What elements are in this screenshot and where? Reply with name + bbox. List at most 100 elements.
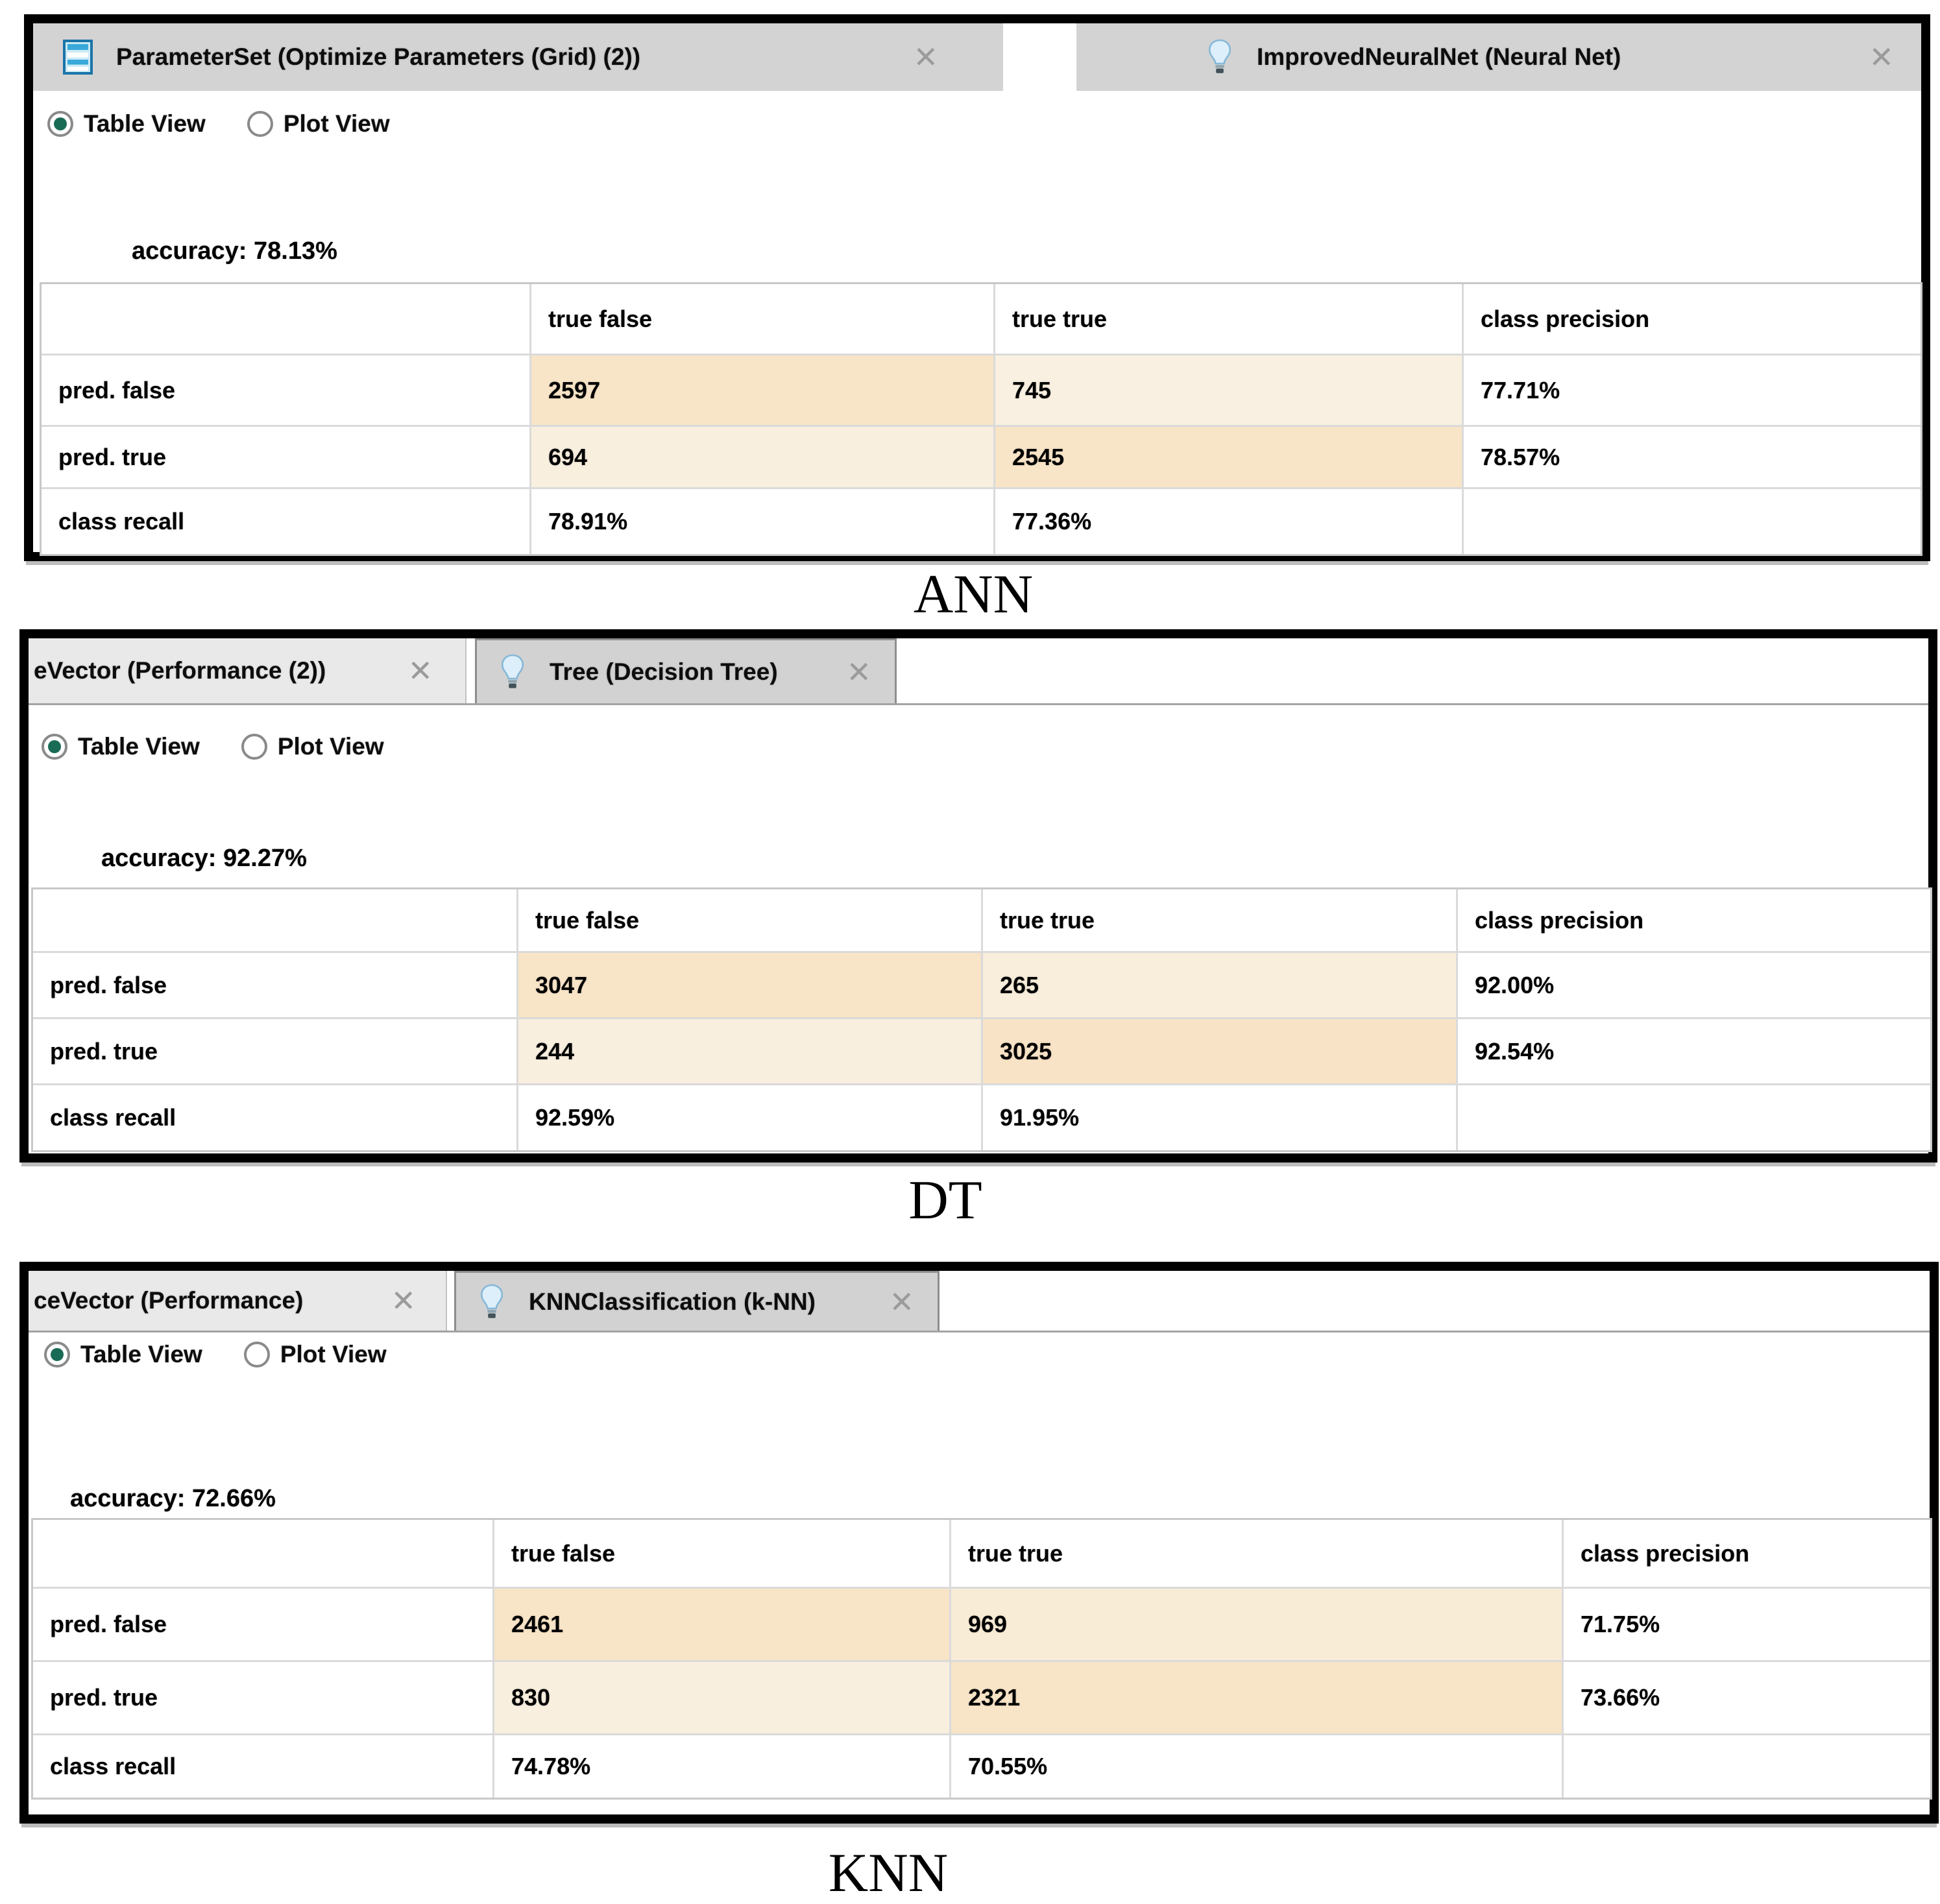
tab-parameterset[interactable]: ParameterSet (Optimize Parameters (Grid)… — [33, 23, 1003, 91]
col-header-class-precision: class precision — [1464, 284, 1921, 355]
plot-view-radio[interactable] — [247, 111, 273, 137]
confusion-cell: 2461 — [494, 1589, 951, 1662]
table-view-radio[interactable] — [44, 1342, 70, 1368]
tab-label: KNNClassification (k-NN) — [529, 1288, 816, 1315]
plot-view-label: Plot View — [277, 733, 384, 760]
confusion-matrix: true false true true class precision pre… — [31, 1518, 1932, 1800]
confusion-cell: 3047 — [518, 953, 983, 1019]
table-view-label: Table View — [78, 733, 200, 760]
tab-knn-classification[interactable]: KNNClassification (k-NN) ✕ — [454, 1271, 940, 1331]
col-header-true-true: true true — [983, 889, 1458, 953]
row-header-class-recall: class recall — [33, 1735, 494, 1798]
tab-label: ceVector (Performance) — [34, 1287, 304, 1314]
precision-cell: 73.66% — [1564, 1662, 1930, 1735]
row-header-pred-false: pred. false — [42, 355, 531, 427]
recall-cell: 74.78% — [494, 1735, 951, 1798]
recall-cell: 78.91% — [531, 489, 995, 554]
confusion-cell: 745 — [995, 355, 1464, 427]
col-header-class-precision: class precision — [1564, 1520, 1930, 1589]
ann-caption: ANN — [913, 564, 1034, 625]
tab-performance-vector[interactable]: eVector (Performance (2)) ✕ — [29, 638, 467, 703]
corner-cell — [42, 284, 531, 355]
row-header-pred-false: pred. false — [33, 953, 518, 1019]
confusion-matrix: true false true true class precision pre… — [31, 887, 1932, 1152]
row-header-pred-true: pred. true — [33, 1662, 494, 1735]
col-header-true-false: true false — [494, 1520, 951, 1589]
accuracy-label: accuracy: 78.13% — [132, 237, 337, 265]
tab-decision-tree[interactable]: Tree (Decision Tree) ✕ — [475, 638, 897, 703]
plot-view-label: Plot View — [280, 1341, 387, 1368]
plot-view-radio[interactable] — [243, 1342, 270, 1368]
close-icon[interactable]: ✕ — [889, 1284, 914, 1319]
precision-cell: 71.75% — [1564, 1589, 1930, 1662]
radio-dot — [51, 1348, 64, 1361]
col-header-true-false: true false — [518, 889, 983, 953]
radio-dot — [48, 740, 61, 753]
confusion-cell: 830 — [494, 1662, 951, 1735]
precision-cell: 92.00% — [1458, 953, 1930, 1019]
tab-bar: ceVector (Performance) ✕ KNNClassificati… — [29, 1271, 1930, 1332]
knn-caption: KNN — [828, 1842, 949, 1903]
accuracy-label: accuracy: 92.27% — [101, 845, 307, 872]
view-toggle: Table View Plot View — [47, 110, 431, 138]
col-header-true-true: true true — [995, 284, 1464, 355]
col-header-class-precision: class precision — [1458, 889, 1930, 953]
view-toggle: Table View Plot View — [44, 1341, 428, 1368]
confusion-cell: 2321 — [951, 1662, 1564, 1735]
lightbulb-icon — [499, 653, 526, 691]
tab-label: eVector (Performance (2)) — [34, 657, 326, 684]
close-icon[interactable]: ✕ — [391, 1284, 416, 1318]
table-view-label: Table View — [80, 1341, 202, 1368]
empty-cell — [1458, 1085, 1930, 1150]
col-header-true-false: true false — [531, 284, 995, 355]
lightbulb-icon — [478, 1283, 505, 1321]
recall-cell: 77.36% — [995, 489, 1464, 554]
tab-label: ImprovedNeuralNet (Neural Net) — [1257, 43, 1621, 70]
close-icon[interactable]: ✕ — [846, 655, 871, 689]
tab-bar: ParameterSet (Optimize Parameters (Grid)… — [33, 23, 1921, 91]
plot-view-label: Plot View — [283, 110, 390, 137]
dt-results-window: eVector (Performance (2)) ✕ Tree (Decisi… — [19, 629, 1937, 1163]
corner-cell — [33, 1520, 494, 1589]
tab-label: Tree (Decision Tree) — [550, 658, 778, 685]
knn-results-window: ceVector (Performance) ✕ KNNClassificati… — [19, 1262, 1939, 1824]
table-view-label: Table View — [84, 110, 206, 137]
tab-bar: eVector (Performance (2)) ✕ Tree (Decisi… — [29, 638, 1928, 705]
row-header-pred-true: pred. true — [33, 1019, 518, 1085]
confusion-cell: 694 — [531, 427, 995, 489]
table-view-radio[interactable] — [42, 734, 67, 760]
confusion-cell: 265 — [983, 953, 1458, 1019]
confusion-matrix: true false true true class precision pre… — [40, 282, 1922, 556]
close-icon[interactable]: ✕ — [1869, 40, 1894, 74]
recall-cell: 91.95% — [983, 1085, 1458, 1150]
empty-cell — [1564, 1735, 1930, 1798]
precision-cell: 78.57% — [1464, 427, 1921, 489]
row-header-class-recall: class recall — [33, 1085, 518, 1150]
plot-view-radio[interactable] — [241, 734, 267, 760]
close-icon[interactable]: ✕ — [913, 40, 938, 74]
lightbulb-icon — [1206, 38, 1233, 76]
close-icon[interactable]: ✕ — [407, 654, 433, 688]
row-header-pred-false: pred. false — [33, 1589, 494, 1662]
tab-improved-neural-net[interactable]: ImprovedNeuralNet (Neural Net) ✕ — [1076, 23, 1921, 91]
confusion-cell: 969 — [951, 1589, 1564, 1662]
empty-cell — [1464, 489, 1921, 554]
ann-results-window: ParameterSet (Optimize Parameters (Grid)… — [24, 14, 1930, 561]
confusion-cell: 3025 — [983, 1019, 1458, 1085]
recall-cell: 70.55% — [951, 1735, 1564, 1798]
parameter-set-table-icon — [63, 40, 93, 75]
confusion-cell: 2545 — [995, 427, 1464, 489]
table-view-radio[interactable] — [47, 111, 73, 137]
recall-cell: 92.59% — [518, 1085, 983, 1150]
tab-performance-vector[interactable]: ceVector (Performance) ✕ — [29, 1271, 447, 1331]
accuracy-label: accuracy: 72.66% — [70, 1485, 276, 1512]
confusion-cell: 2597 — [531, 355, 995, 427]
confusion-cell: 244 — [518, 1019, 983, 1085]
row-header-class-recall: class recall — [42, 489, 531, 554]
precision-cell: 77.71% — [1464, 355, 1921, 427]
col-header-true-true: true true — [951, 1520, 1564, 1589]
radio-dot — [54, 117, 67, 130]
corner-cell — [33, 889, 518, 953]
view-toggle: Table View Plot View — [42, 733, 426, 760]
dt-caption: DT — [908, 1170, 982, 1231]
